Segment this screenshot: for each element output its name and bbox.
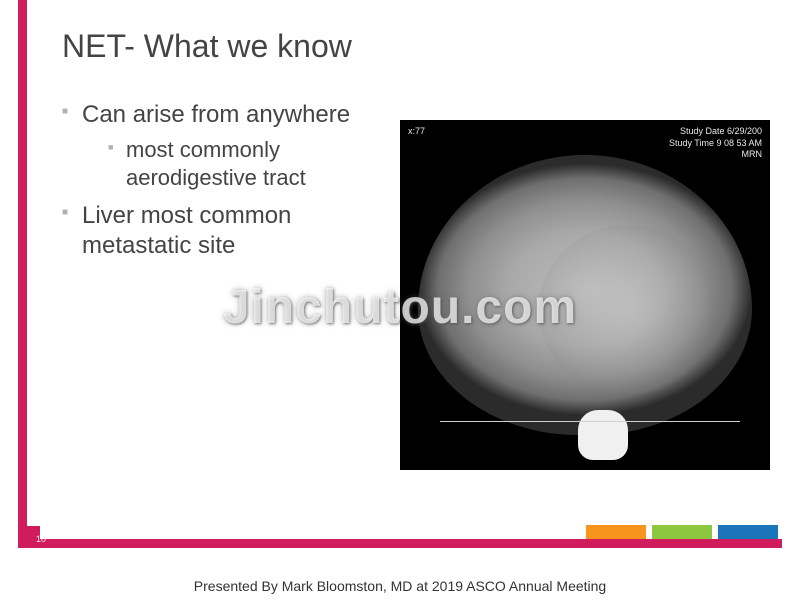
scan-overlay-text-left: x:77 bbox=[408, 126, 425, 136]
footer-block-orange bbox=[586, 525, 646, 539]
accent-border-bottom bbox=[18, 539, 782, 548]
presenter-footer: Presented By Mark Bloomston, MD at 2019 … bbox=[0, 578, 800, 594]
scan-overlay-text-right: Study Date 6/29/200 Study Time 9 08 53 A… bbox=[669, 126, 762, 161]
footer-color-blocks bbox=[586, 525, 778, 539]
footer-block-green bbox=[652, 525, 712, 539]
scan-table-line bbox=[440, 421, 740, 422]
scan-lesion-region bbox=[538, 225, 718, 395]
scan-study-time: Study Time 9 08 53 AM bbox=[669, 138, 762, 150]
bullet-level1: Can arise from anywhere bbox=[62, 100, 382, 130]
footer-block-blue bbox=[718, 525, 778, 539]
scan-spine-region bbox=[578, 410, 628, 460]
scan-mrn: MRN bbox=[669, 149, 762, 161]
slide-frame: NET- What we know Can arise from anywher… bbox=[0, 0, 800, 560]
ct-scan-image: x:77 Study Date 6/29/200 Study Time 9 08… bbox=[400, 120, 770, 470]
slide-title: NET- What we know bbox=[62, 28, 352, 65]
bullet-level1: Liver most common metastatic site bbox=[62, 201, 382, 261]
scan-body-region bbox=[418, 155, 752, 435]
bullet-list: Can arise from anywhere most commonly ae… bbox=[62, 100, 382, 267]
accent-border-left bbox=[18, 0, 27, 548]
page-number: 10 bbox=[36, 534, 46, 544]
bullet-level2: most commonly aerodigestive tract bbox=[62, 136, 382, 191]
scan-study-date: Study Date 6/29/200 bbox=[669, 126, 762, 138]
